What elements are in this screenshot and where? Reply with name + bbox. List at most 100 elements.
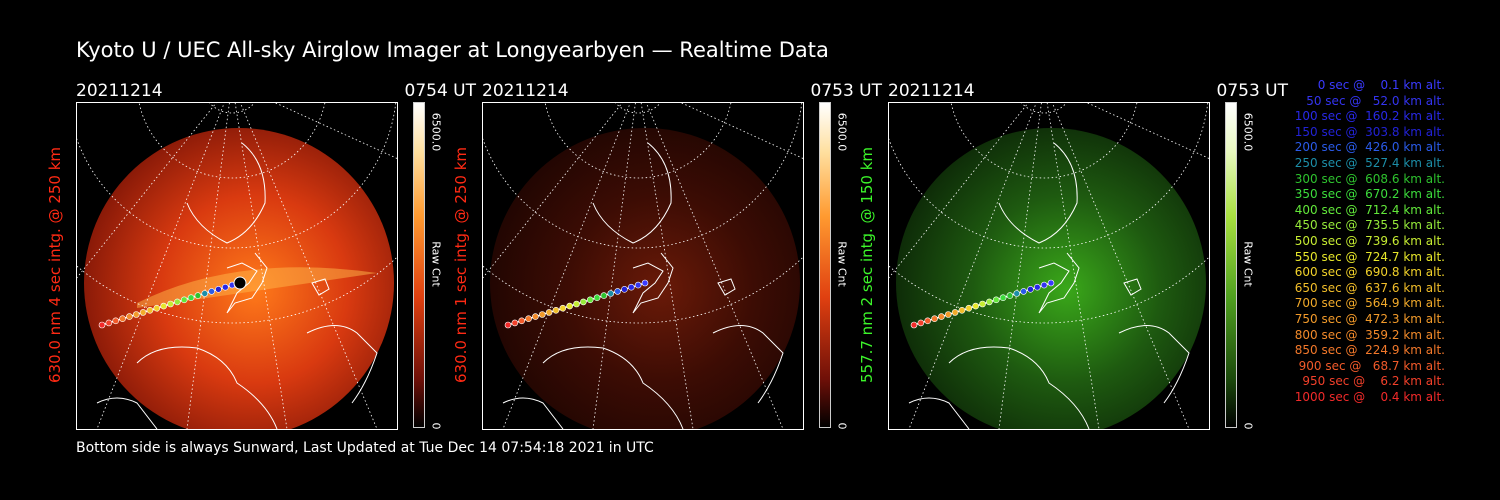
trajectory-point <box>979 300 986 308</box>
trajectory-point <box>924 317 932 325</box>
trajectory-point <box>187 294 195 301</box>
trajectory-point <box>1047 279 1055 287</box>
legend-row: 1000 sec @ 0.4 km alt. <box>1294 389 1445 404</box>
coastline <box>502 142 784 429</box>
legend-row: 50 sec @ 52.0 km alt. <box>1306 93 1445 108</box>
legend-row: 950 sec @ 6.2 km alt. <box>1302 374 1445 389</box>
trajectory-point <box>566 302 573 310</box>
trajectory-point <box>112 317 120 325</box>
trajectory-point <box>146 307 154 314</box>
trajectory-point <box>1034 283 1041 291</box>
legend-row: 300 sec @ 608.6 km alt. <box>1294 171 1445 186</box>
page-title: Kyoto U / UEC All-sky Airglow Imager at … <box>76 38 829 62</box>
colorbar-unit-label: Raw Cnt <box>429 241 443 287</box>
legend-row: 900 sec @ 68.7 km alt. <box>1298 358 1445 373</box>
trajectory-point <box>641 279 649 287</box>
trajectory-point <box>167 300 174 308</box>
colorbar-max-label: 6500.0 <box>1241 112 1255 152</box>
trajectory <box>910 279 1055 329</box>
colorbar-min-label: 0 <box>1241 422 1255 430</box>
trajectory-point <box>944 311 952 318</box>
trajectory-point <box>586 296 594 304</box>
panel-time: 0753 UT <box>810 81 883 101</box>
panel-wavelength-label: 630.0 nm 4 sec intg. @ 250 km <box>46 146 64 384</box>
trajectory-point <box>222 283 229 291</box>
legend-row: 700 sec @ 564.9 km alt. <box>1294 296 1445 311</box>
trajectory-point <box>958 307 966 314</box>
trajectory-point <box>951 309 959 316</box>
trajectory-point <box>153 304 161 312</box>
trajectory-point <box>614 288 621 295</box>
colorbar-max-label: 6500.0 <box>835 112 849 152</box>
coastline <box>96 142 378 429</box>
trajectory-point <box>573 300 580 308</box>
allsky-image <box>888 102 1210 430</box>
footer-note: Bottom side is always Sunward, Last Upda… <box>76 440 654 456</box>
legend-row: 850 sec @ 224.9 km alt. <box>1294 343 1445 358</box>
trajectory-point <box>1040 281 1048 289</box>
trajectory-point <box>1013 290 1021 297</box>
coastline <box>908 142 1190 429</box>
trajectory-point <box>180 296 188 304</box>
trajectory-point <box>593 294 601 301</box>
trajectory-point <box>1020 288 1027 295</box>
trajectory-point <box>126 313 133 320</box>
trajectory-point <box>917 319 925 327</box>
image-panel-1: 20211214 0754 UT 630.0 nm 4 sec intg. @ 25… <box>46 78 476 438</box>
panel-date: 20211214 <box>888 81 975 101</box>
trajectory-point <box>972 302 979 310</box>
colorbar-unit-label: Raw Cnt <box>1241 241 1255 287</box>
trajectory-point <box>992 296 1000 304</box>
trajectory <box>504 279 649 329</box>
colorbar-unit-label: Raw Cnt <box>835 241 849 287</box>
legend-row: 650 sec @ 637.6 km alt. <box>1294 280 1445 295</box>
trajectory-point <box>986 298 993 306</box>
trajectory-point <box>931 315 938 322</box>
trajectory-point <box>545 309 553 316</box>
trajectory-point <box>552 307 560 314</box>
trajectory <box>98 276 247 329</box>
panel-wavelength-label: 557.7 nm 2 sec intg. @ 150 km <box>858 146 876 384</box>
trajectory-point <box>215 286 222 293</box>
trajectory-point <box>607 290 615 297</box>
trajectory-point <box>999 294 1007 301</box>
trajectory-point <box>511 319 519 327</box>
trajectory-point <box>965 304 973 312</box>
legend-row: 400 sec @ 712.4 km alt. <box>1294 202 1445 217</box>
trajectory-point <box>174 298 181 306</box>
trajectory-point <box>525 315 532 322</box>
legend-row: 150 sec @ 303.8 km alt. <box>1294 124 1445 139</box>
colorbar <box>819 102 831 428</box>
colorbar-max-label: 6500.0 <box>429 112 443 152</box>
legend-row: 450 sec @ 735.5 km alt. <box>1294 218 1445 233</box>
geo-grid <box>889 103 1209 429</box>
geo-grid <box>483 103 803 429</box>
image-panel-3: 20211214 0753 UT 557.7 nm 2 sec intg. @ 15… <box>858 78 1289 438</box>
trajectory-point <box>621 286 628 293</box>
colorbar <box>413 102 425 428</box>
trajectory-point <box>1027 286 1034 293</box>
trajectory-point <box>938 313 945 320</box>
colorbar <box>1225 102 1237 428</box>
panel-time: 0753 UT <box>1216 81 1289 101</box>
trajectory-point <box>208 288 215 295</box>
trajectory-legend: 0 sec @ 0.1 km alt. 50 sec @ 52.0 km alt.… <box>1262 78 1445 405</box>
trajectory-point <box>910 321 918 329</box>
trajectory-point <box>532 313 539 320</box>
legend-row: 750 sec @ 472.3 km alt. <box>1294 311 1445 326</box>
legend-row: 600 sec @ 690.8 km alt. <box>1294 265 1445 280</box>
legend-row: 800 sec @ 359.2 km alt. <box>1294 327 1445 342</box>
panel-date: 20211214 <box>482 81 569 101</box>
trajectory-point <box>105 319 113 327</box>
legend-row: 500 sec @ 739.6 km alt. <box>1294 233 1445 248</box>
allsky-image <box>76 102 398 430</box>
geo-grid <box>77 103 397 429</box>
colorbar-min-label: 0 <box>835 422 849 430</box>
panel-date: 20211214 <box>76 81 163 101</box>
trajectory-point <box>139 309 147 316</box>
legend-row: 200 sec @ 426.0 km alt. <box>1294 140 1445 155</box>
trajectory-point <box>98 321 106 329</box>
legend-row: 250 sec @ 527.4 km alt. <box>1294 155 1445 170</box>
trajectory-point <box>628 283 635 291</box>
trajectory-point <box>119 315 126 322</box>
